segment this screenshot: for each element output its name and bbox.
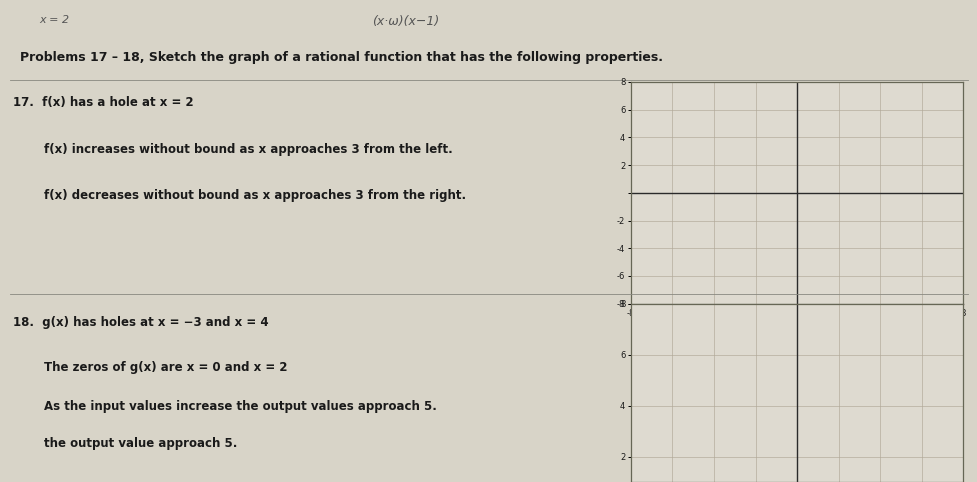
Text: (x·ω)(x−1): (x·ω)(x−1): [371, 15, 439, 28]
Text: The zeros of g(x) are x = 0 and x = 2: The zeros of g(x) are x = 0 and x = 2: [44, 361, 287, 374]
Text: f(x) decreases without bound as x approaches 3 from the right.: f(x) decreases without bound as x approa…: [44, 189, 465, 202]
Text: 18.  g(x) has holes at x = −3 and x = 4: 18. g(x) has holes at x = −3 and x = 4: [13, 316, 268, 329]
Text: the output value approach 5.: the output value approach 5.: [44, 438, 237, 450]
Text: As the input values increase the output values approach 5.: As the input values increase the output …: [44, 400, 437, 413]
Text: Problems 17 – 18, Sketch the graph of a rational function that has the following: Problems 17 – 18, Sketch the graph of a …: [20, 51, 661, 64]
Text: 17.  f(x) has a hole at x = 2: 17. f(x) has a hole at x = 2: [13, 96, 192, 109]
Text: f(x) increases without bound as x approaches 3 from the left.: f(x) increases without bound as x approa…: [44, 143, 452, 156]
Text: x = 2: x = 2: [39, 15, 69, 25]
